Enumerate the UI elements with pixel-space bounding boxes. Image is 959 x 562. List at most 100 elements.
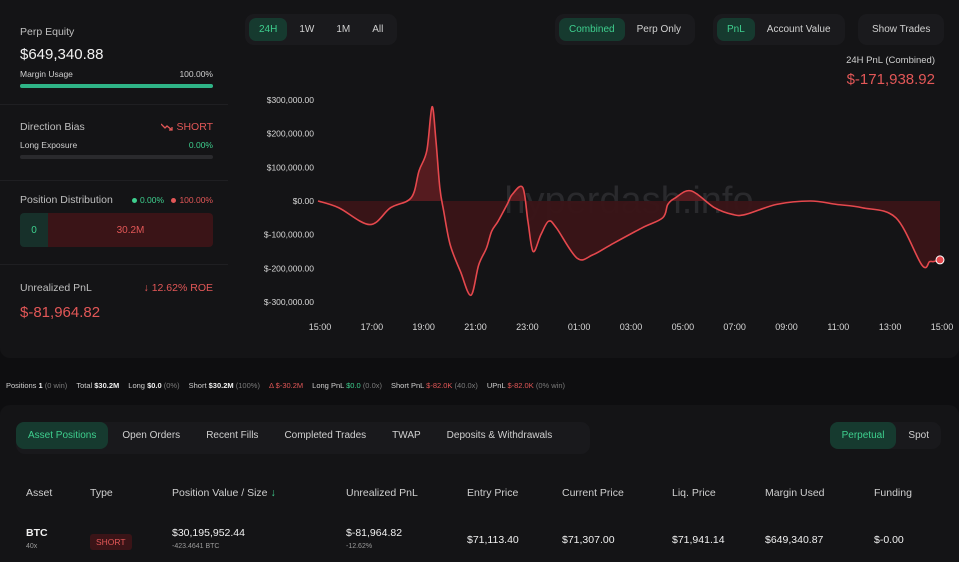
short-dot-icon [171,198,177,204]
tab-recent-fills[interactable]: Recent Fills [206,430,259,441]
row-unrealized-pnl: $-81,964.82 [346,527,403,539]
x-tick-label: 05:00 [672,322,695,332]
summary-positions: Positions 1 (0 win) [6,381,67,390]
y-tick-label: $100,000.00 [267,162,315,172]
y-tick-label: $300,000.00 [267,95,315,105]
positions-summary: Positions 1 (0 win) Total $30.2M Long $0… [6,381,565,390]
show-trades-button[interactable]: Show Trades [872,24,931,35]
direction-bias-value: SHORT [160,121,213,133]
row-unrealized-pct: -12.62% [346,543,373,550]
pnl-line [317,105,941,297]
tab-completed-trades[interactable]: Completed Trades [284,430,367,441]
summary-label: UPnL [486,381,506,390]
tab-deposits-withdrawals[interactable]: Deposits & Withdrawals [446,430,553,441]
summary-note: (0% win) [535,381,566,390]
col-header-funding[interactable]: Funding [874,487,912,499]
view-tabs: Combined Perp Only [555,14,696,45]
direction-bias-label: Direction Bias [20,121,85,133]
unrealized-pnl-value: $-81,964.82 [20,304,101,321]
summary-label: Short PnL [390,381,425,390]
summary-label: Δ [268,381,274,390]
x-tick-label: 17:00 [361,322,384,332]
pnl-chart: hyperdash.info$300,000.00$200,000.00$100… [264,95,953,332]
margin-usage-fill [20,84,213,88]
trend-down-icon [160,123,174,131]
view-tab[interactable]: Combined [559,18,625,41]
metric-tab[interactable]: Account Value [766,24,831,35]
summary-note: (0 win) [44,381,68,390]
perp-equity-label: Perp Equity [20,26,75,38]
summary-value: $-30.2M [275,381,304,390]
x-tick-label: 19:00 [412,322,435,332]
col-header-position-value-text: Position Value / Size [172,487,268,499]
summary-upnl: UPnL $-82.0K (0% win) [487,381,565,390]
summary-label: Positions [6,381,37,390]
col-header-unrealized-pnl[interactable]: Unrealized PnL [346,487,418,499]
unrealized-pnl-card: Unrealized PnL ↓ 12.62% ROE $-81,964.82 [20,282,213,321]
col-header-type[interactable]: Type [90,487,113,499]
col-header-position-value[interactable]: Position Value / Size ↓ [172,487,276,499]
range-tab[interactable]: 1M [336,24,351,35]
overview-panel: Perp Equity $649,340.88 Margin Usage 100… [0,14,953,332]
col-header-liq-price[interactable]: Liq. Price [672,487,716,499]
market-tab[interactable]: Spot [908,430,929,441]
margin-usage-bar [20,84,213,88]
tab-open-orders[interactable]: Open Orders [122,430,181,441]
col-header-entry-price[interactable]: Entry Price [467,487,519,499]
tab-bar-background [16,422,590,454]
summary-short: Short $30.2M (100%) [189,381,260,390]
row-margin-used: $649,340.87 [765,534,824,546]
row-entry-price: $71,113.40 [467,534,519,546]
positions-panel: Asset Positions Open Orders Recent Fills… [0,405,959,562]
summary-value: $30.2M [208,381,234,390]
x-tick-label: 23:00 [516,322,539,332]
summary-value: $0.0 [147,381,162,390]
row-position-value: $30,195,952.44 [172,527,245,539]
tab-twap[interactable]: TWAP [392,430,421,441]
position-distribution-label: Position Distribution [20,194,113,206]
summary-long: Long $0.0 (0%) [128,381,179,390]
summary-label: Long PnL [312,381,345,390]
metric-tab[interactable]: PnL [717,18,755,41]
view-tab[interactable]: Perp Only [636,24,682,35]
summary-long-pnl: Long PnL $0.0 (0.0x) [312,381,382,390]
dist-short-pct: 100.00% [179,195,213,205]
x-tick-label: 09:00 [775,322,798,332]
long-exposure-label: Long Exposure [20,140,78,150]
direction-bias-card: Direction Bias SHORT Long Exposure 0.00% [20,121,213,159]
summary-note: (40.0x) [454,381,478,390]
col-header-asset[interactable]: Asset [26,487,53,499]
arrow-down-icon: ↓ [143,282,152,294]
margin-usage-value: 100.00% [179,69,213,79]
summary-label: Total [76,381,93,390]
y-tick-label: $-100,000.00 [264,230,314,240]
summary-short-pnl: Short PnL $-82.0K (40.0x) [391,381,478,390]
show-trades-group: Show Trades [858,14,945,45]
long-exposure-value: 0.00% [188,140,213,150]
range-tab[interactable]: 1W [299,24,315,35]
pnl-value: $-171,938.92 [846,71,935,88]
market-toggle: Perpetual Spot [829,422,941,449]
x-tick-label: 13:00 [879,322,902,332]
range-tab[interactable]: All [372,24,384,35]
row-type-badge: SHORT [90,534,132,550]
row-liq-price: $71,941.14 [672,534,725,546]
perp-equity-card: Perp Equity $649,340.88 Margin Usage 100… [20,26,213,88]
pnl-area-negative [318,201,940,296]
tab-asset-positions[interactable]: Asset Positions [16,422,109,449]
col-header-margin-used[interactable]: Margin Used [765,487,825,499]
range-tab[interactable]: 24H [249,18,288,41]
col-header-current-price[interactable]: Current Price [562,487,624,499]
row-current-price: $71,307.00 [562,534,615,546]
roe-value: ↓ 12.62% ROE [144,282,213,294]
row-asset[interactable]: BTC [26,527,48,539]
margin-usage-label: Margin Usage [20,69,73,79]
market-tab[interactable]: Perpetual [829,422,897,449]
pnl-end-point [935,255,945,265]
summary-delta: Δ $-30.2M [269,381,303,390]
summary-note: (100%) [235,381,260,390]
summary-total: Total $30.2M [76,381,119,390]
summary-note: (0%) [163,381,180,390]
x-tick-label: 21:00 [464,322,487,332]
x-tick-label: 07:00 [723,322,746,332]
